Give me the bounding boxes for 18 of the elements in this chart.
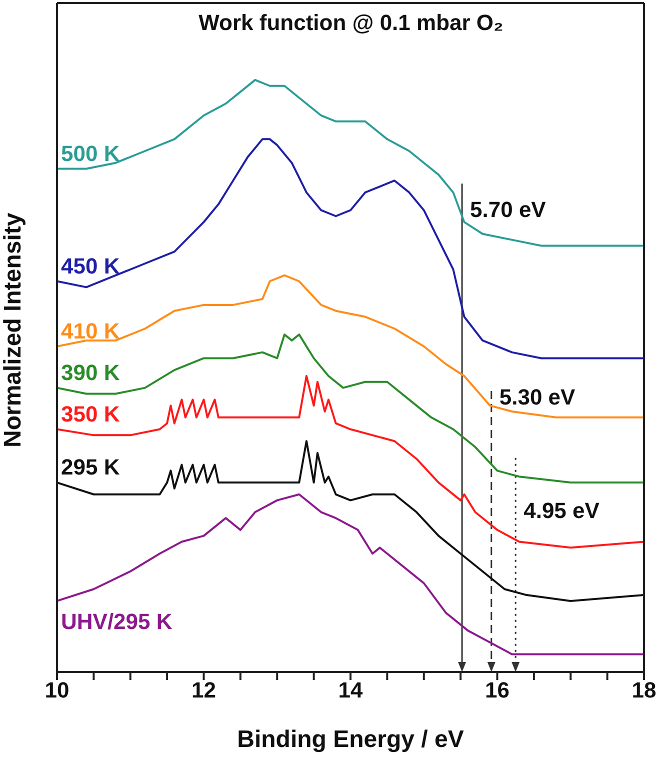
y-axis-title: Normalized Intensity bbox=[0, 212, 27, 448]
x-tick-label: 12 bbox=[192, 678, 216, 703]
ref-line-label: 4.95 eV bbox=[524, 498, 600, 524]
ref-line-label: 5.70 eV bbox=[470, 197, 546, 222]
series-label: 350 K bbox=[61, 401, 120, 426]
series-label: UHV/295 K bbox=[61, 608, 172, 634]
series-label: 450 K bbox=[61, 253, 120, 278]
x-tick-label: 16 bbox=[485, 678, 510, 703]
x-tick-label: 14 bbox=[338, 678, 364, 703]
series-label: 390 K bbox=[61, 360, 120, 385]
chart-title: Work function @ 0.1 mbar O₂ bbox=[198, 10, 504, 36]
series-label: 410 K bbox=[61, 318, 120, 344]
x-axis-title: Binding Energy / eV bbox=[237, 726, 464, 753]
x-tick-label: 10 bbox=[44, 678, 70, 703]
series-label: 295 K bbox=[61, 454, 120, 480]
x-tick-label: 18 bbox=[632, 678, 656, 703]
series-label: 500 K bbox=[61, 140, 120, 166]
ref-line-label: 5.30 eV bbox=[499, 384, 576, 410]
